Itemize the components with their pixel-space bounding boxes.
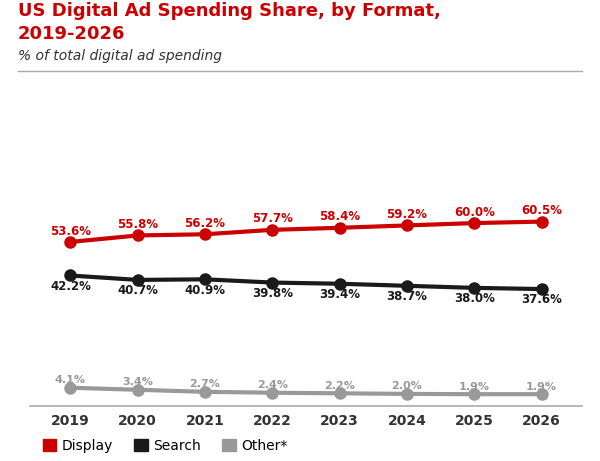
Text: 2.7%: 2.7% [190,379,220,389]
Text: 40.7%: 40.7% [117,284,158,297]
Text: 37.6%: 37.6% [521,294,562,307]
Text: 55.8%: 55.8% [117,218,158,231]
Legend: Display, Search, Other*: Display, Search, Other* [37,433,293,458]
Text: 2.4%: 2.4% [257,380,288,390]
Text: 2019-2026: 2019-2026 [18,25,125,43]
Text: 2.2%: 2.2% [324,381,355,390]
Text: 3.4%: 3.4% [122,377,153,387]
Text: 59.2%: 59.2% [386,208,427,221]
Text: 1.9%: 1.9% [459,382,490,391]
Text: 4.1%: 4.1% [55,375,86,385]
Text: 39.8%: 39.8% [252,287,293,300]
Text: 56.2%: 56.2% [185,217,226,230]
Text: 42.2%: 42.2% [50,280,91,293]
Text: 39.4%: 39.4% [319,288,360,301]
Text: 38.0%: 38.0% [454,292,495,305]
Text: % of total digital ad spending: % of total digital ad spending [18,49,222,63]
Text: US Digital Ad Spending Share, by Format,: US Digital Ad Spending Share, by Format, [18,2,441,20]
Text: 40.9%: 40.9% [185,284,226,297]
Text: 2.0%: 2.0% [392,381,422,391]
Text: 53.6%: 53.6% [50,225,91,237]
Text: 38.7%: 38.7% [386,290,427,303]
Text: 60.0%: 60.0% [454,206,495,219]
Text: 1.9%: 1.9% [526,382,557,391]
Text: 58.4%: 58.4% [319,210,360,224]
Text: 60.5%: 60.5% [521,204,562,217]
Text: 57.7%: 57.7% [252,213,293,225]
